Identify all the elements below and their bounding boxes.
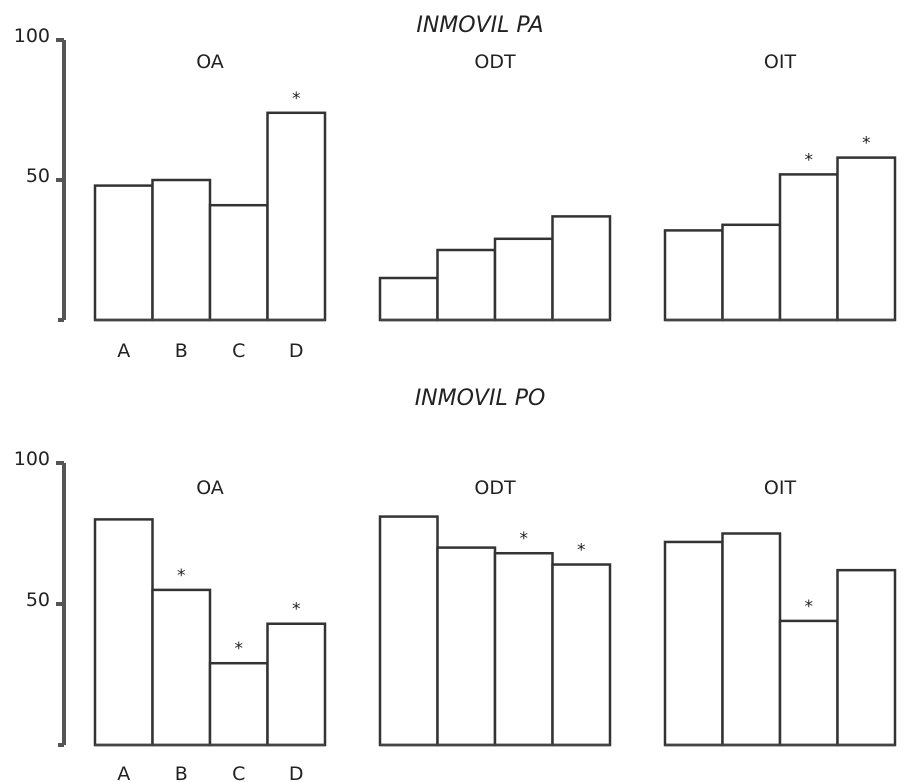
significance-star: * (805, 597, 814, 617)
bar (778, 173, 839, 322)
bar (721, 532, 782, 747)
bar (378, 515, 439, 747)
bar (208, 203, 269, 322)
y-tick-label: 50 (26, 589, 50, 611)
chart-title: INMOVIL PA (416, 13, 543, 38)
panel-label: ODT (474, 51, 516, 73)
bar (93, 184, 154, 322)
significance-star: * (520, 529, 529, 549)
category-label: A (117, 340, 130, 362)
category-label: B (175, 763, 188, 782)
bar (378, 276, 439, 322)
category-label: C (232, 763, 245, 782)
bar (436, 248, 497, 322)
y-tick-label: 50 (26, 165, 50, 187)
chart-title: INMOVIL PO (415, 386, 546, 411)
bar (151, 178, 212, 322)
bar (778, 619, 839, 747)
category-label: A (117, 763, 130, 782)
significance-star: * (862, 134, 871, 154)
bar (151, 588, 212, 747)
category-label: C (232, 340, 245, 362)
panel-label: OIT (764, 51, 797, 73)
bar (493, 237, 554, 322)
category-label: D (289, 340, 304, 362)
bar (493, 551, 554, 747)
bar (551, 563, 612, 747)
significance-star: * (177, 566, 186, 586)
bar (266, 111, 327, 322)
bar (266, 622, 327, 747)
y-tick-label: 100 (14, 25, 50, 47)
bar (436, 546, 497, 747)
significance-star: * (805, 150, 814, 170)
panel-label: ODT (474, 477, 516, 499)
bar (551, 215, 612, 322)
significance-star: * (292, 600, 301, 620)
significance-star: * (292, 89, 301, 109)
significance-star: * (235, 639, 244, 659)
bar (721, 223, 782, 322)
panel-label: OA (196, 477, 224, 499)
category-label: B (175, 340, 188, 362)
panel-label: OA (196, 51, 224, 73)
bar (93, 518, 154, 747)
y-tick-label: 100 (14, 448, 50, 470)
bar (208, 661, 269, 747)
bar (836, 156, 897, 322)
bar (836, 568, 897, 747)
category-label: D (289, 763, 304, 782)
bar (663, 229, 724, 322)
panel-label: OIT (764, 477, 797, 499)
significance-star: * (577, 541, 586, 561)
bar (663, 540, 724, 747)
